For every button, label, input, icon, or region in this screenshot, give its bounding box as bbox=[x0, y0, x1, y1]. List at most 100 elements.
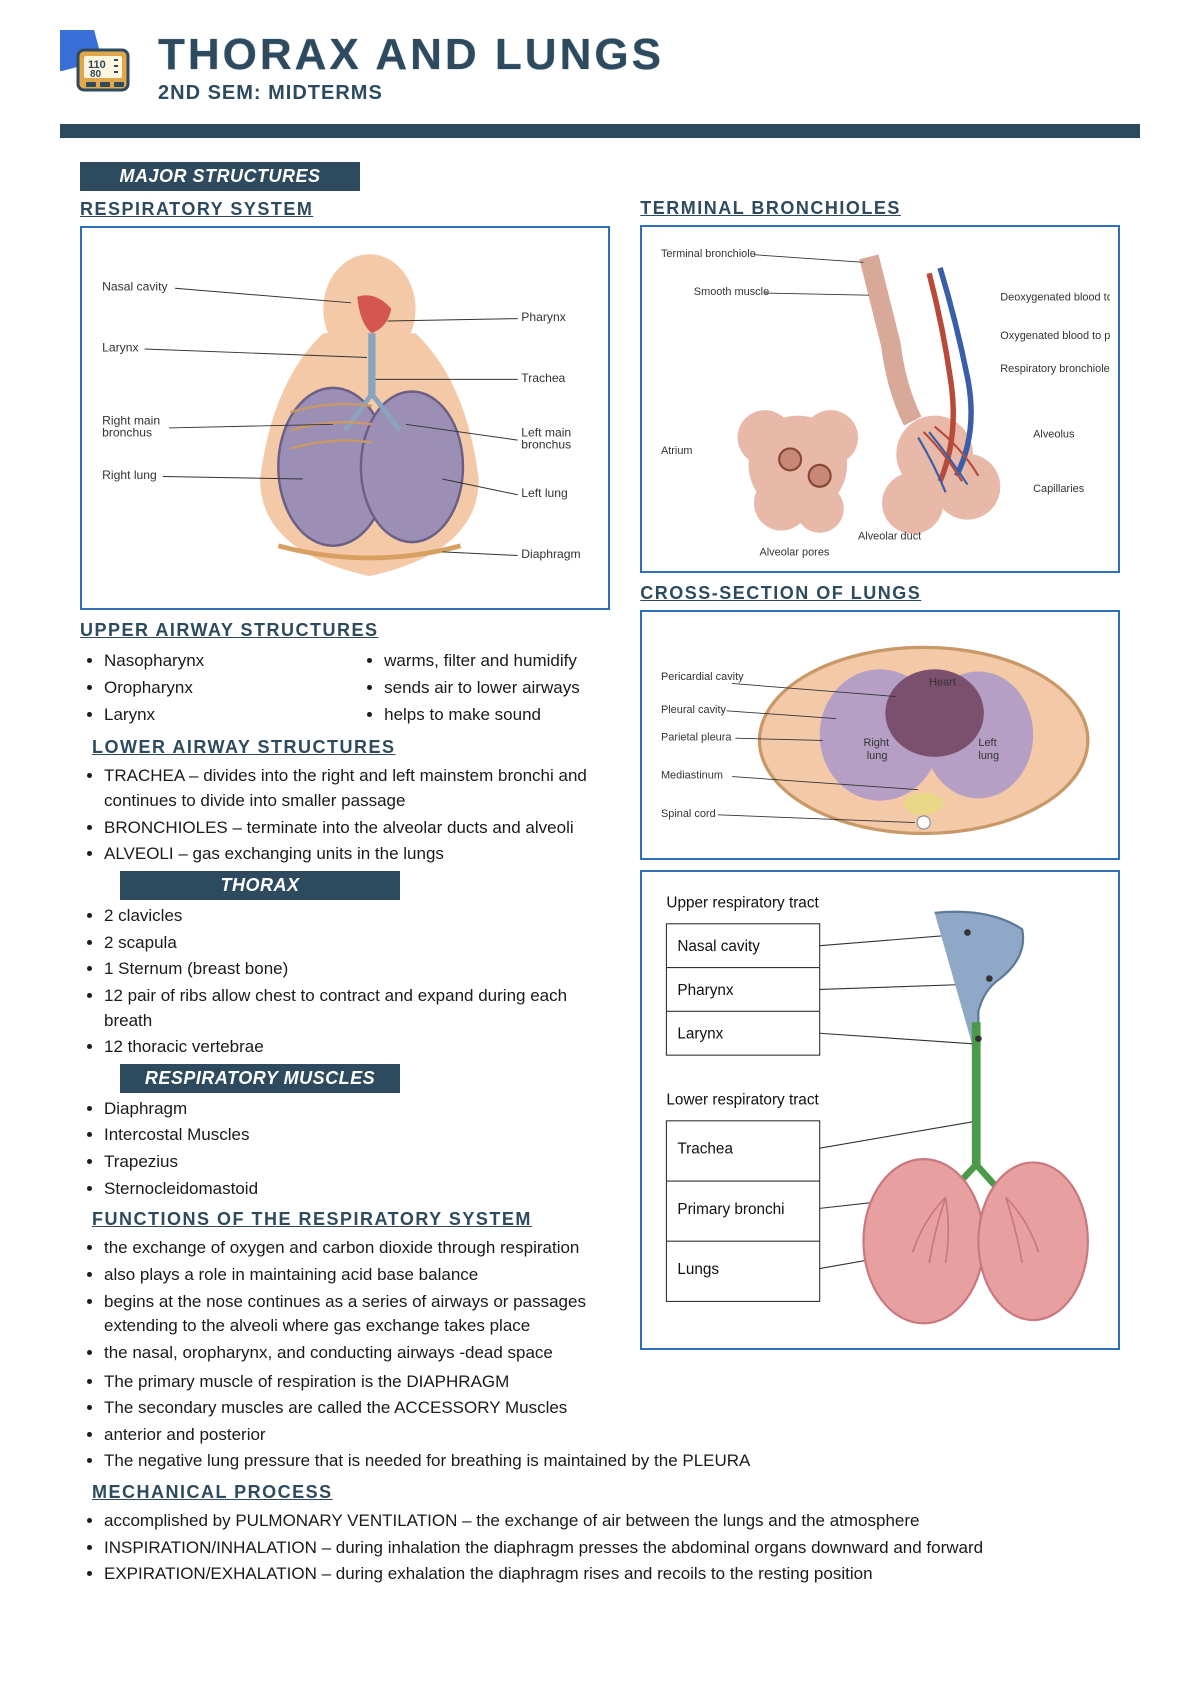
list-item: begins at the nose continues as a series… bbox=[104, 1290, 610, 1339]
upper-airway-left-list: Nasopharynx Oropharynx Larynx bbox=[80, 647, 330, 729]
banner-thorax: THORAX bbox=[120, 871, 400, 900]
heading-cross-section: CROSS-SECTION OF LUNGS bbox=[640, 583, 1120, 604]
svg-text:Trachea: Trachea bbox=[521, 371, 565, 385]
header: 110 80 THORAX AND LUNGS 2ND SEM: MIDTERM… bbox=[60, 30, 1140, 110]
heading-respiratory-system: RESPIRATORY SYSTEM bbox=[80, 199, 610, 220]
svg-text:Trachea: Trachea bbox=[678, 1141, 734, 1158]
banner-resp-muscles: RESPIRATORY MUSCLES bbox=[120, 1064, 400, 1093]
list-item: anterior and posterior bbox=[104, 1423, 1120, 1448]
svg-text:Terminal bronchiole: Terminal bronchiole bbox=[661, 248, 756, 260]
list-item: Sternocleidomastoid bbox=[104, 1177, 610, 1202]
monitor-icon: 110 80 bbox=[60, 30, 140, 110]
banner-major-structures: MAJOR STRUCTURES bbox=[80, 162, 360, 191]
list-item: the exchange of oxygen and carbon dioxid… bbox=[104, 1236, 610, 1261]
svg-text:Atrium: Atrium bbox=[661, 445, 693, 457]
svg-text:Respiratory bronchiole: Respiratory bronchiole bbox=[1001, 363, 1110, 375]
lower-airway-list: TRACHEA – divides into the right and lef… bbox=[80, 764, 610, 867]
functions-list: the exchange of oxygen and carbon dioxid… bbox=[80, 1236, 610, 1365]
list-item: The secondary muscles are called the ACC… bbox=[104, 1396, 1120, 1421]
list-item: INSPIRATION/INHALATION – during inhalati… bbox=[104, 1536, 1120, 1561]
svg-text:Alveolar pores: Alveolar pores bbox=[760, 547, 830, 559]
svg-text:Pericardial cavity: Pericardial cavity bbox=[661, 672, 744, 684]
svg-text:Nasal cavity: Nasal cavity bbox=[102, 280, 168, 294]
svg-text:bronchus: bronchus bbox=[102, 425, 152, 439]
list-item: BRONCHIOLES – terminate into the alveola… bbox=[104, 816, 610, 841]
diagram-respiratory-system: Nasal cavity Larynx Right main bronchus … bbox=[80, 226, 610, 610]
mechanical-list: accomplished by PULMONARY VENTILATION – … bbox=[80, 1509, 1120, 1587]
thorax-list: 2 clavicles 2 scapula 1 Sternum (breast … bbox=[80, 904, 610, 1060]
list-item: 12 pair of ribs allow chest to contract … bbox=[104, 984, 610, 1033]
svg-text:Oxygenated blood to pulmonary: Oxygenated blood to pulmonary vein bbox=[1001, 330, 1110, 342]
heading-mechanical: MECHANICAL PROCESS bbox=[92, 1482, 1120, 1503]
svg-text:Larynx: Larynx bbox=[678, 1026, 724, 1043]
svg-text:Parietal pleura: Parietal pleura bbox=[661, 732, 732, 744]
functions-list-cont: The primary muscle of respiration is the… bbox=[80, 1370, 1120, 1475]
svg-text:Smooth muscle: Smooth muscle bbox=[694, 286, 769, 298]
right-column: TERMINAL BRONCHIOLES bbox=[640, 162, 1120, 1368]
upper-airway-right-list: warms, filter and humidify sends air to … bbox=[360, 647, 610, 729]
left-column: MAJOR STRUCTURES RESPIRATORY SYSTEM Nasa… bbox=[80, 162, 610, 1368]
subtitle: 2ND SEM: MIDTERMS bbox=[158, 82, 1140, 105]
list-item: sends air to lower airways bbox=[384, 676, 610, 701]
heading-upper-airway: UPPER AIRWAY STRUCTURES bbox=[80, 620, 610, 641]
svg-text:Alveolus: Alveolus bbox=[1033, 429, 1075, 441]
svg-text:Left: Left bbox=[979, 737, 997, 749]
list-item: helps to make sound bbox=[384, 703, 610, 728]
svg-text:Lungs: Lungs bbox=[678, 1261, 720, 1278]
list-item: 1 Sternum (breast bone) bbox=[104, 957, 610, 982]
diagram-terminal-bronchioles: Terminal bronchiole Smooth muscle Deoxyg… bbox=[640, 225, 1120, 573]
list-item: Oropharynx bbox=[104, 676, 330, 701]
diagram-respiratory-tract: Upper respiratory tract Nasal cavity Pha… bbox=[640, 870, 1120, 1350]
svg-text:Right: Right bbox=[864, 737, 890, 749]
svg-text:Primary bronchi: Primary bronchi bbox=[678, 1201, 785, 1218]
full-width-section: The primary muscle of respiration is the… bbox=[60, 1370, 1140, 1587]
heading-lower-airway: LOWER AIRWAY STRUCTURES bbox=[92, 737, 610, 758]
diagram-cross-section: Pericardial cavity Pleural cavity Pariet… bbox=[640, 610, 1120, 860]
list-item: the nasal, oropharynx, and conducting ai… bbox=[104, 1341, 610, 1366]
svg-text:Pharynx: Pharynx bbox=[678, 982, 735, 999]
list-item: The primary muscle of respiration is the… bbox=[104, 1370, 1120, 1395]
resp-muscles-list: Diaphragm Intercostal Muscles Trapezius … bbox=[80, 1097, 610, 1202]
svg-text:Left lung: Left lung bbox=[521, 486, 568, 500]
content: MAJOR STRUCTURES RESPIRATORY SYSTEM Nasa… bbox=[60, 162, 1140, 1368]
upper-airway-lists: Nasopharynx Oropharynx Larynx warms, fil… bbox=[80, 647, 610, 729]
title-block: THORAX AND LUNGS 2ND SEM: MIDTERMS bbox=[158, 30, 1140, 105]
list-item: Intercostal Muscles bbox=[104, 1123, 610, 1148]
svg-text:Mediastinum: Mediastinum bbox=[661, 770, 723, 782]
svg-text:Nasal cavity: Nasal cavity bbox=[678, 938, 761, 955]
svg-text:Deoxygenated blood to pulmonar: Deoxygenated blood to pulmonary artery bbox=[1001, 292, 1110, 304]
list-item: Diaphragm bbox=[104, 1097, 610, 1122]
list-item: also plays a role in maintaining acid ba… bbox=[104, 1263, 610, 1288]
svg-text:lung: lung bbox=[979, 750, 1000, 762]
svg-text:Lower respiratory tract: Lower respiratory tract bbox=[667, 1092, 820, 1109]
list-item: 2 scapula bbox=[104, 931, 610, 956]
list-item: The negative lung pressure that is neede… bbox=[104, 1449, 1120, 1474]
svg-text:Spinal cord: Spinal cord bbox=[661, 808, 716, 820]
svg-text:Diaphragm: Diaphragm bbox=[521, 547, 580, 561]
svg-text:Larynx: Larynx bbox=[102, 340, 138, 354]
svg-text:lung: lung bbox=[867, 750, 888, 762]
list-item: 12 thoracic vertebrae bbox=[104, 1035, 610, 1060]
page: 110 80 THORAX AND LUNGS 2ND SEM: MIDTERM… bbox=[0, 0, 1200, 1629]
list-item: EXPIRATION/EXHALATION – during exhalatio… bbox=[104, 1562, 1120, 1587]
svg-text:80: 80 bbox=[90, 69, 102, 80]
svg-text:Pleural cavity: Pleural cavity bbox=[661, 704, 727, 716]
heading-terminal-bronchioles: TERMINAL BRONCHIOLES bbox=[640, 198, 1120, 219]
heading-functions: FUNCTIONS OF THE RESPIRATORY SYSTEM bbox=[92, 1209, 610, 1230]
main-title: THORAX AND LUNGS bbox=[158, 30, 1140, 80]
list-item: 2 clavicles bbox=[104, 904, 610, 929]
svg-text:Alveolar duct: Alveolar duct bbox=[858, 530, 921, 542]
list-item: TRACHEA – divides into the right and lef… bbox=[104, 764, 610, 813]
list-item: accomplished by PULMONARY VENTILATION – … bbox=[104, 1509, 1120, 1534]
svg-text:Heart: Heart bbox=[929, 677, 956, 689]
list-item: Larynx bbox=[104, 703, 330, 728]
list-item: warms, filter and humidify bbox=[384, 649, 610, 674]
svg-text:Capillaries: Capillaries bbox=[1033, 483, 1085, 495]
svg-text:Pharynx: Pharynx bbox=[521, 310, 565, 324]
list-item: ALVEOLI – gas exchanging units in the lu… bbox=[104, 842, 610, 867]
svg-text:bronchus: bronchus bbox=[521, 438, 571, 452]
list-item: Trapezius bbox=[104, 1150, 610, 1175]
svg-text:Right lung: Right lung bbox=[102, 468, 157, 482]
divider bbox=[60, 124, 1140, 138]
list-item: Nasopharynx bbox=[104, 649, 330, 674]
